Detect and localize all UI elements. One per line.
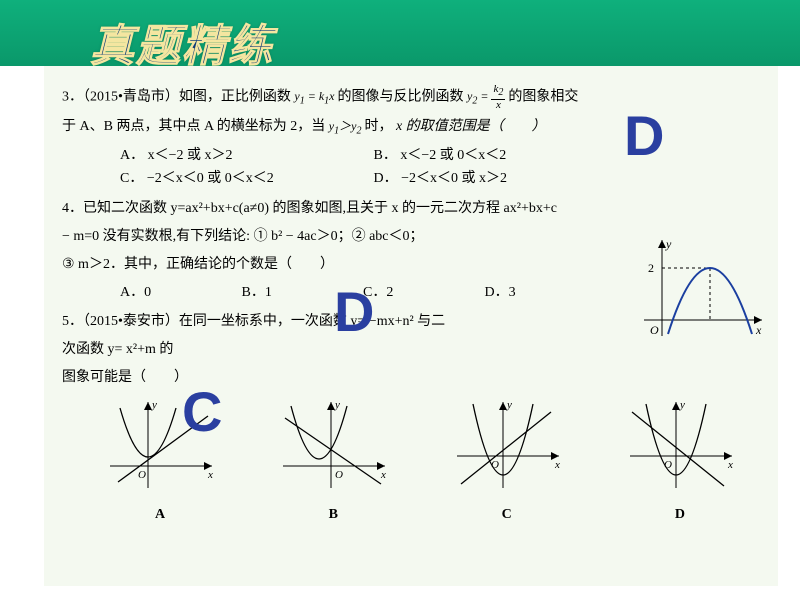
q3-y2eq: y2 = k2 x: [467, 89, 508, 103]
svg-text:x: x: [207, 469, 213, 481]
t: = k: [305, 89, 324, 103]
svg-text:x: x: [554, 459, 560, 471]
q4-opt-c: C．2: [363, 281, 481, 305]
q3-y1eq: y1 = k1x: [294, 89, 337, 103]
xlabel: x: [755, 323, 762, 337]
q4-opt-d: D．3: [485, 281, 555, 305]
t: x: [329, 89, 334, 103]
svg-text:O: O: [335, 469, 343, 481]
t: 2: [498, 87, 503, 98]
svg-text:x: x: [380, 469, 386, 481]
q5-labels: A B C D: [62, 503, 760, 527]
svg-text:x: x: [727, 459, 733, 471]
q5-label-c: C: [437, 503, 577, 527]
origin: O: [650, 323, 659, 337]
q3-t2: 的图像与反比例函数: [338, 89, 468, 104]
q5-label-a: A: [90, 503, 230, 527]
q4-answer: D: [334, 284, 374, 340]
t: =: [477, 89, 491, 103]
t: ＞y: [339, 119, 356, 133]
ylabel: y: [665, 237, 672, 251]
page-title: 真题精练: [90, 10, 274, 74]
q3-opt-b: B． x＜−2 或 0＜x＜2: [374, 144, 624, 168]
q5-graph-d: y x O: [610, 396, 750, 501]
t: 时，: [364, 119, 392, 134]
ytick-2: 2: [648, 261, 654, 275]
q3-opt-a: A． x＜−2 或 x＞2: [120, 144, 370, 168]
svg-text:y: y: [506, 399, 512, 411]
svg-text:O: O: [138, 469, 146, 481]
svg-text:y: y: [679, 399, 685, 411]
q3-cond: y1＞y2: [329, 119, 365, 133]
q3-t3: 的图象相交: [508, 89, 578, 104]
svg-text:y: y: [334, 399, 340, 411]
q4-opt-a: A．0: [120, 281, 238, 305]
q5-answer: C: [182, 384, 222, 440]
q5-graph-b: y x O: [263, 396, 403, 501]
q5-label-b: B: [263, 503, 403, 527]
q3-frac: k2 x: [491, 84, 505, 111]
q4-graph: y x O 2: [638, 234, 768, 342]
t: 2: [356, 126, 361, 137]
q4-line1: 4．已知二次函数 y=ax²+bx+c(a≠0) 的图象如图,且关于 x 的一元…: [62, 197, 760, 221]
q3-opt-c: C． −2＜x＜0 或 0＜x＜2: [120, 167, 370, 191]
q5-label-d: D: [610, 503, 750, 527]
slide: 真题精练 3．（2015•青岛市）如图，正比例函数 y1 = k1x 的图像与反…: [0, 0, 800, 600]
q3-answer: D: [624, 108, 664, 164]
t: x 的取值范围是（ ）: [396, 119, 546, 134]
q5-graphs-row: y x O y x O: [62, 396, 760, 501]
q3-opt-d: D． −2＜x＜0 或 x＞2: [374, 167, 624, 191]
svg-text:y: y: [151, 399, 157, 411]
t: x: [491, 100, 505, 112]
q3-t1: 3．（2015•青岛市）如图，正比例函数: [62, 89, 294, 104]
q5-line3: 图象可能是（ ）: [62, 366, 760, 390]
q5-graph-c: y x O: [437, 396, 577, 501]
t: 于 A、B 两点，其中点 A 的横坐标为 2，当: [62, 119, 329, 134]
content-area: 3．（2015•青岛市）如图，正比例函数 y1 = k1x 的图像与反比例函数 …: [44, 66, 778, 586]
